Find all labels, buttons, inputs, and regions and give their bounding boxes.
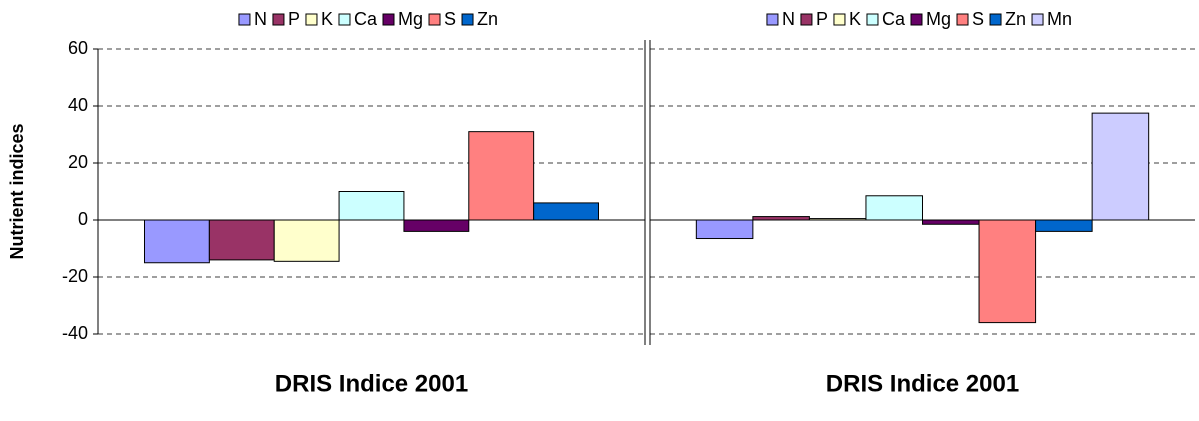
legend-swatch <box>461 13 474 26</box>
legend-swatch <box>833 13 846 26</box>
legend-label: Ca <box>354 9 378 29</box>
bar <box>403 219 470 232</box>
legend-swatch <box>238 13 251 26</box>
legend-label: Mg <box>926 9 951 29</box>
y-tick-label: -20 <box>62 266 88 286</box>
legend-label: P <box>288 9 300 29</box>
y-tick-label: 40 <box>68 95 88 115</box>
bar <box>338 191 405 221</box>
bar <box>752 216 810 221</box>
legend-label: N <box>782 9 795 29</box>
bar <box>922 219 980 225</box>
legend-swatch <box>956 13 969 26</box>
legend-swatch <box>766 13 779 26</box>
legend-swatch <box>382 13 395 26</box>
y-axis-label: Nutrient indices <box>7 123 27 259</box>
legend-swatch <box>428 13 441 26</box>
bar <box>865 195 923 221</box>
legend-swatch <box>989 13 1002 26</box>
x-axis-label: DRIS Indice 2001 <box>826 370 1019 397</box>
x-axis-label: DRIS Indice 2001 <box>275 370 468 397</box>
legend-label: Mn <box>1047 9 1072 29</box>
y-tick-label: 20 <box>68 152 88 172</box>
bar <box>695 219 754 240</box>
bar <box>208 219 275 261</box>
legend-label: N <box>254 9 267 29</box>
legend-label: P <box>816 9 828 29</box>
y-tick-label: -40 <box>62 323 88 343</box>
legend-swatch <box>1031 13 1044 26</box>
bar <box>273 219 340 262</box>
legend-label: S <box>444 9 456 29</box>
bar <box>143 219 210 264</box>
legend-swatch <box>910 13 923 26</box>
legend-label: Zn <box>477 9 498 29</box>
y-tick-label: 0 <box>78 209 88 229</box>
legend-label: K <box>849 9 861 29</box>
bar <box>533 202 600 221</box>
legend-label: Zn <box>1005 9 1026 29</box>
bar <box>978 219 1037 324</box>
legend-label: K <box>321 9 333 29</box>
legend-swatch <box>338 13 351 26</box>
bar <box>1035 219 1093 232</box>
legend-label: Mg <box>398 9 423 29</box>
bar <box>468 131 535 221</box>
y-tick-label: 60 <box>68 38 88 58</box>
legend-label: S <box>972 9 984 29</box>
bar <box>1091 112 1150 221</box>
legend-swatch <box>866 13 879 26</box>
legend-swatch <box>272 13 285 26</box>
legend-swatch <box>800 13 813 26</box>
legend-label: Ca <box>882 9 906 29</box>
legend-swatch <box>305 13 318 26</box>
